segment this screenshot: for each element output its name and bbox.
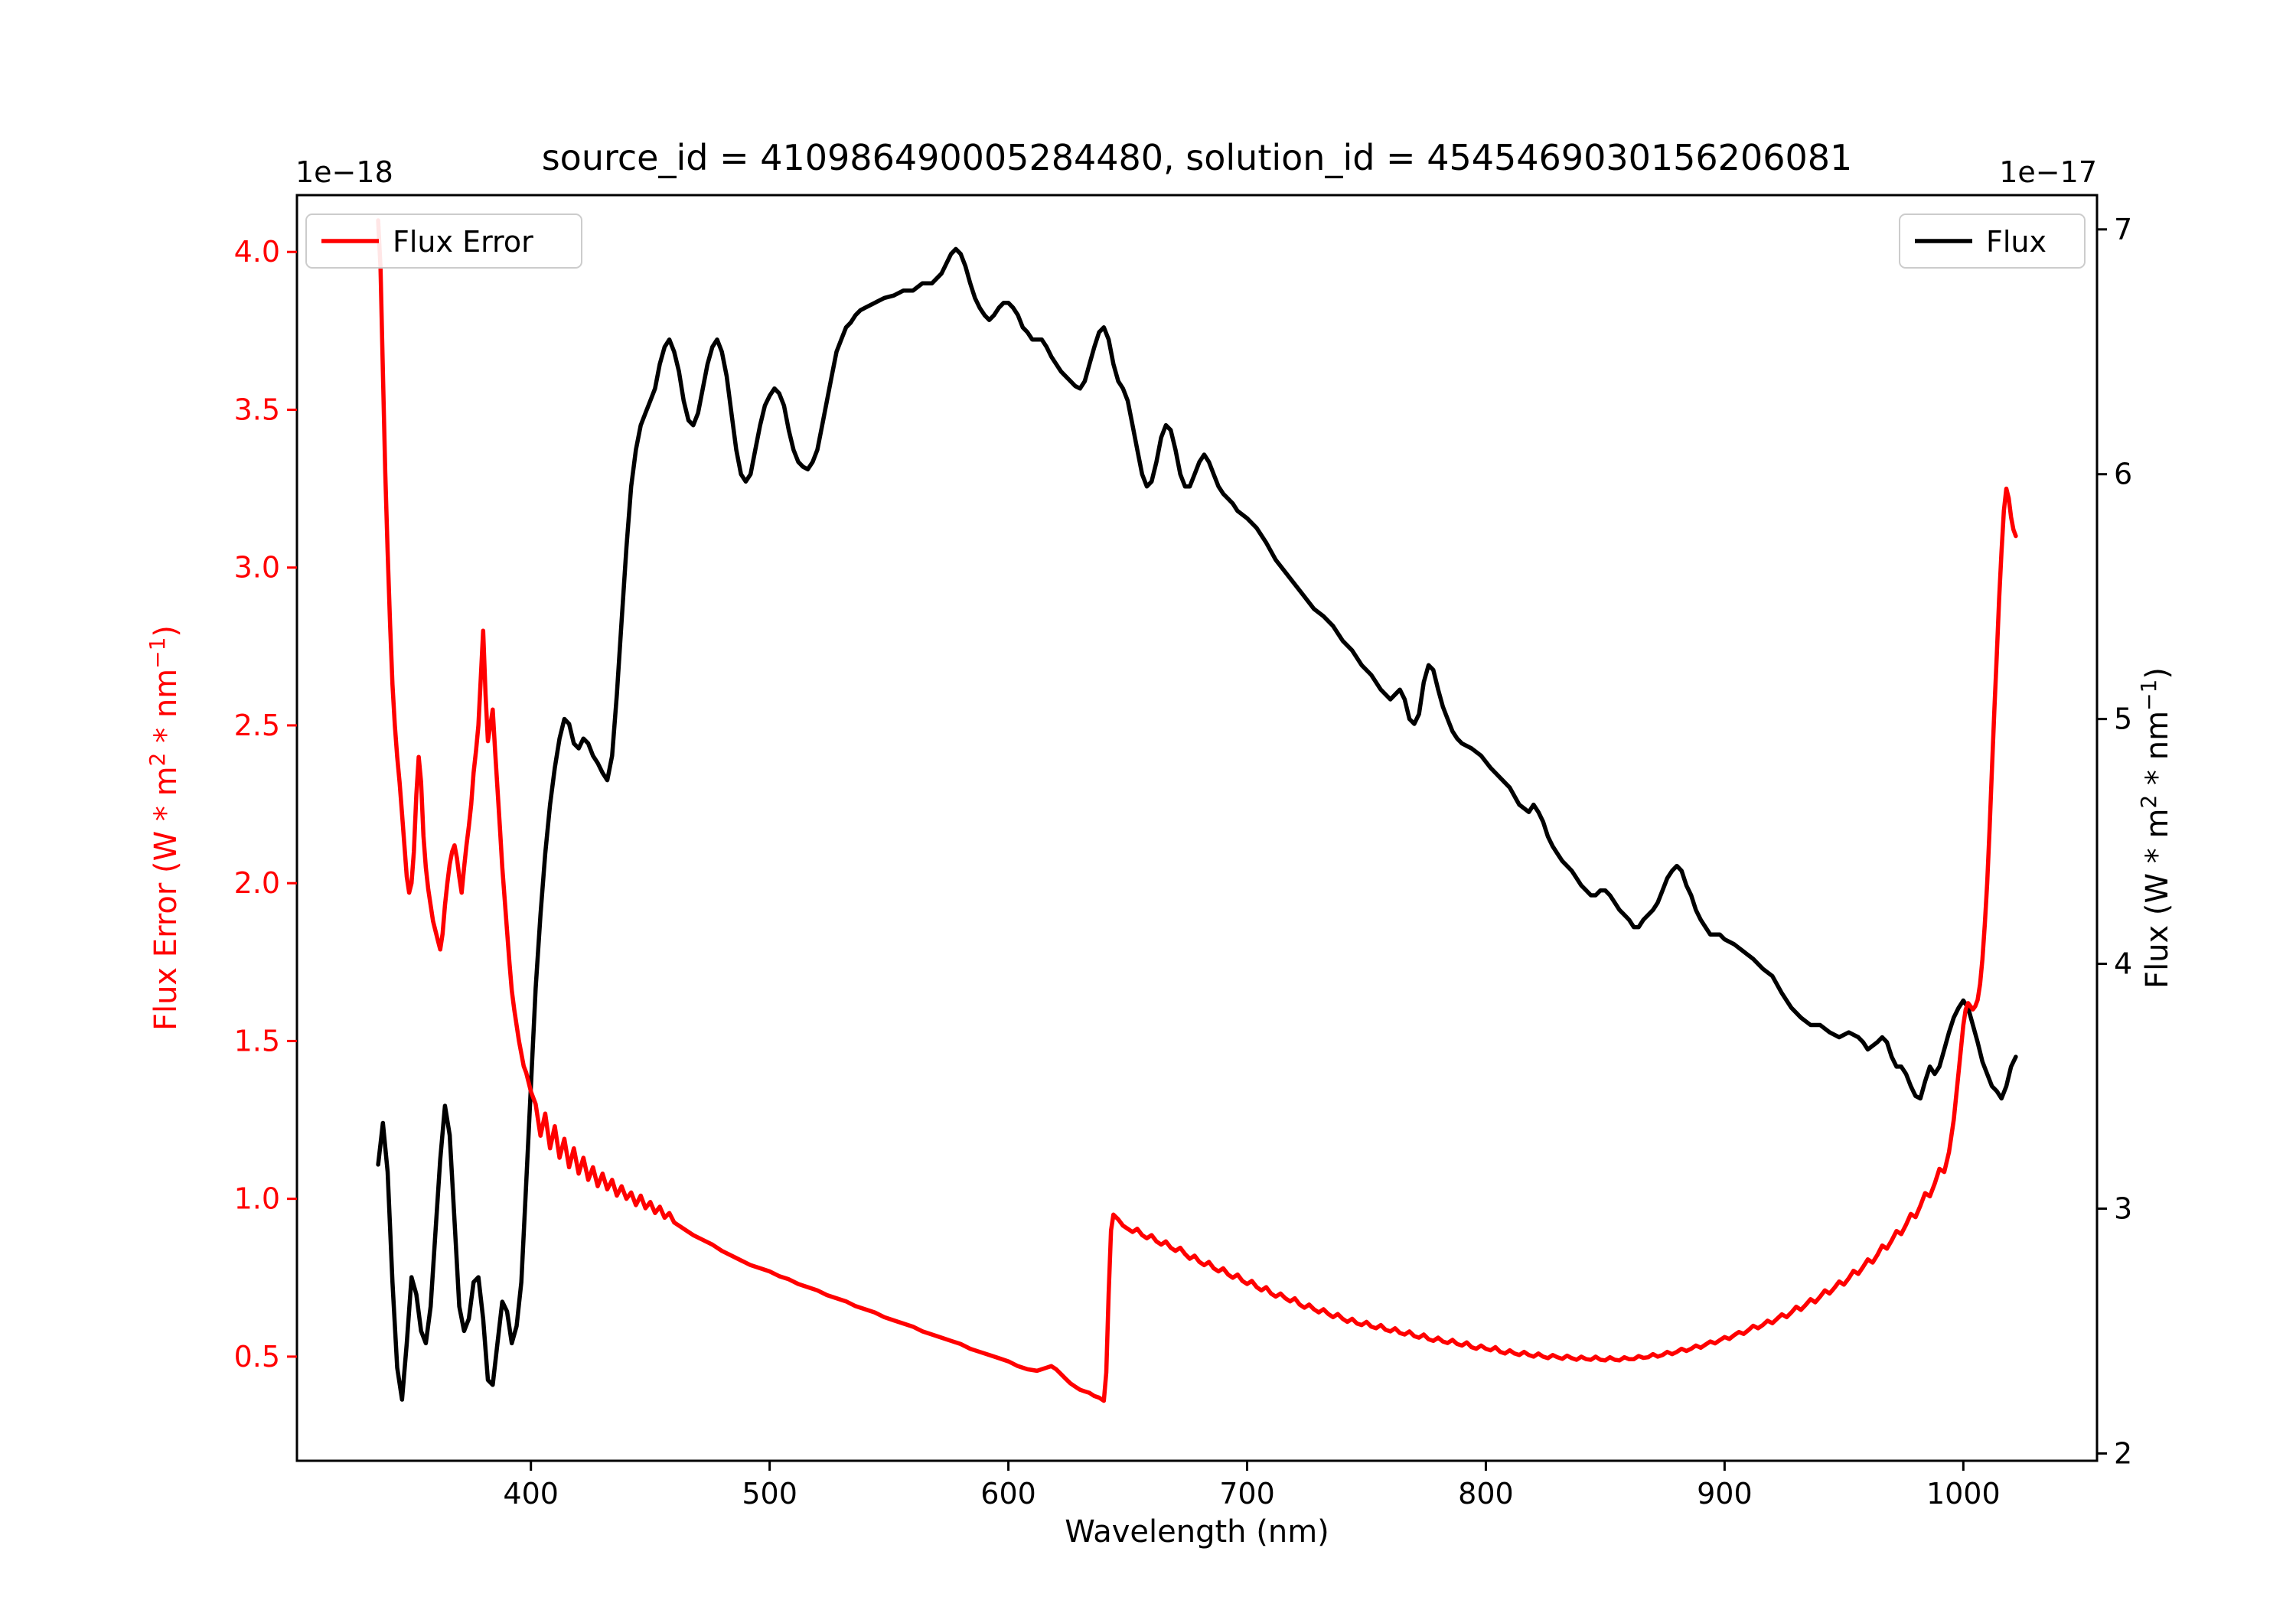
ylabel-right-supm1-exp: −1: [2136, 680, 2161, 711]
legend-flux-error-frame: [305, 213, 582, 269]
y-left-tick-label: 1.0: [234, 1182, 280, 1216]
y-left-tick-label: 4.0: [234, 235, 280, 269]
legend-flux-frame: [1899, 213, 2086, 269]
y-left-tick-label: 2.0: [234, 866, 280, 900]
legend-flux-error: Flux Error: [305, 213, 582, 269]
legend-flux-label: Flux: [1986, 225, 2047, 259]
y-right-tick-label: 6: [2114, 458, 2132, 491]
ylabel-left-supm1-exp: −1: [145, 637, 170, 669]
x-tick-label: 900: [1697, 1477, 1753, 1511]
ylabel-right-pre: Flux (W * m: [2140, 809, 2175, 989]
ticks-layer: 400 500 600 700 800 900 1000 0.5 1.0 1.5 2.0 2.5 3.0…: [234, 213, 2133, 1511]
y-right-tick-label: 2: [2114, 1436, 2132, 1470]
y-right-tick-label: 3: [2114, 1191, 2132, 1225]
y-left-tick-label: 3.0: [234, 551, 280, 585]
y-left-tick-label: 2.5: [234, 709, 280, 742]
flux-line: [376, 246, 2018, 1402]
y-axis-label-right: Flux (W * m2 * nm−1): [2136, 667, 2175, 989]
axes-spines: [295, 194, 2099, 1462]
y-left-tick-label: 1.5: [234, 1024, 280, 1058]
x-tick-label: 400: [503, 1477, 559, 1511]
y-right-tick-label: 7: [2114, 213, 2132, 246]
ylabel-right-sup2-exp: 2: [2136, 795, 2161, 809]
ylabel-left-sup2-exp: 2: [145, 753, 170, 767]
lines-layer: [376, 218, 2018, 1403]
x-axis-label: Wavelength (nm): [1065, 1514, 1329, 1550]
ylabel-right-mid: * nm: [2140, 711, 2175, 795]
x-tick-label: 600: [980, 1477, 1036, 1511]
x-tick-label: 500: [742, 1477, 797, 1511]
y-left-tick-label: 0.5: [234, 1340, 280, 1374]
offset-text-right: 1e−17: [1999, 155, 2097, 189]
y-right-tick-label: 5: [2114, 702, 2132, 736]
x-tick-label: 800: [1458, 1477, 1514, 1511]
plot-title: source_id = 410986490005284480, solution…: [542, 137, 1853, 178]
ylabel-left-post: ): [148, 625, 184, 637]
legend-flux-error-label: Flux Error: [393, 225, 533, 259]
legend-flux: Flux: [1899, 213, 2086, 269]
x-tick-label: 700: [1219, 1477, 1275, 1511]
flux-error-line: [376, 218, 2018, 1403]
x-tick-label: 1000: [1926, 1477, 2001, 1511]
ylabel-left-mid: * nm: [148, 669, 184, 753]
y-axis-label-left: Flux Error (W * m2 * nm−1): [145, 625, 184, 1031]
ylabel-left-pre: Flux Error (W * m: [148, 766, 184, 1031]
offset-text-left: 1e−18: [295, 155, 393, 189]
y-right-tick-label: 4: [2114, 947, 2132, 981]
y-left-tick-label: 3.5: [234, 393, 280, 426]
ylabel-right-post: ): [2140, 667, 2175, 680]
